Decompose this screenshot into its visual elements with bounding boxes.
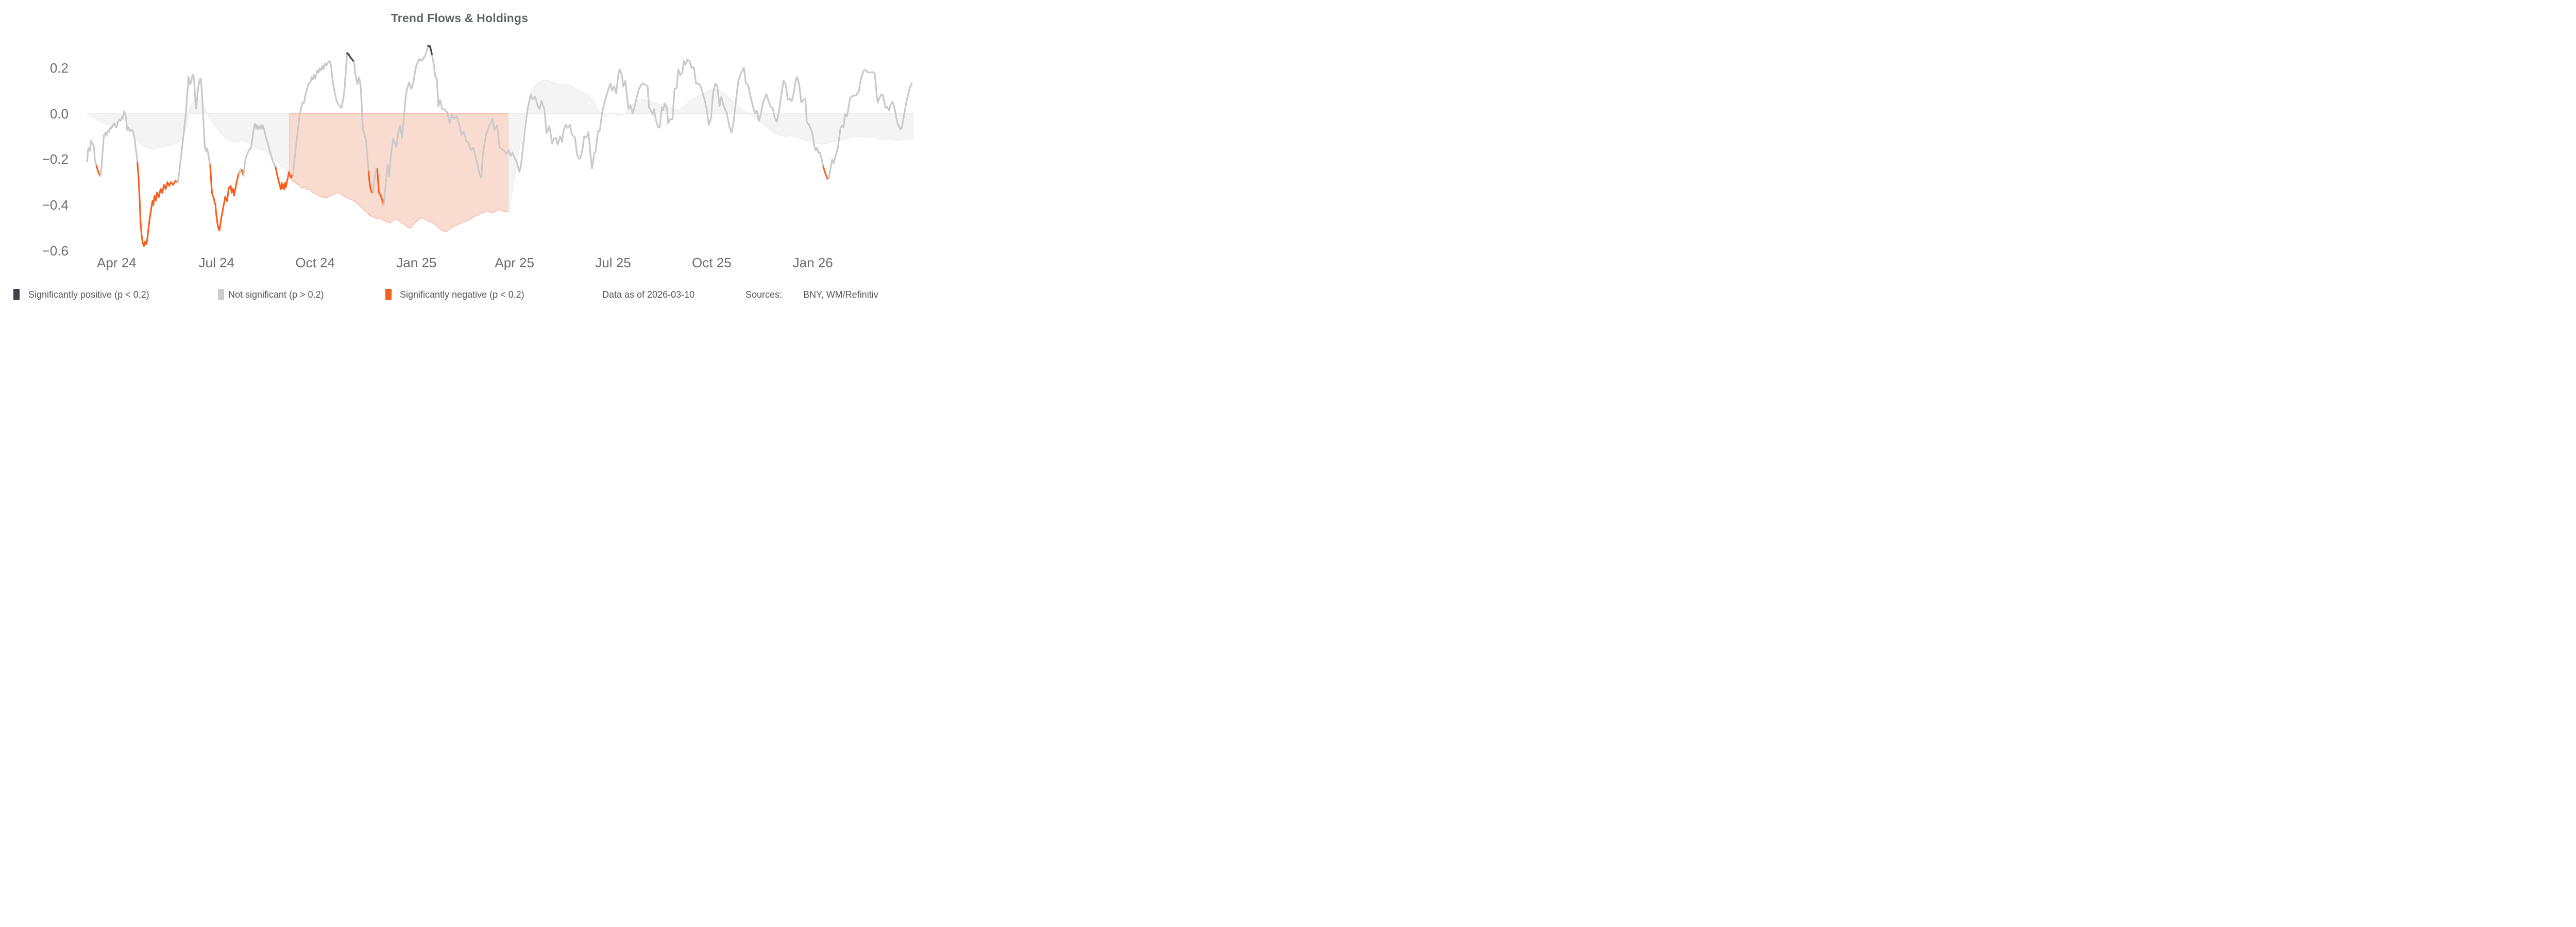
x-axis-label-apr-24: Apr 24 (97, 255, 137, 270)
y-axis-label-minus-0.6: −0.6 (42, 243, 69, 259)
series-line-significantly_negative (137, 162, 179, 247)
x-axis-label-oct-25: Oct 25 (692, 255, 732, 270)
series-line-significantly_negative (275, 166, 294, 190)
x-axis-label-apr-25: Apr 25 (495, 255, 534, 270)
series-line-not_significant (86, 140, 97, 167)
series-line-not_significant (828, 69, 913, 179)
series-line-significantly_positive (346, 52, 355, 63)
series-line-not_significant (353, 61, 369, 173)
chart-canvas (86, 45, 913, 247)
band-area-gray-2 (508, 79, 913, 211)
y-axis-label-0.2: 0.2 (49, 60, 69, 76)
x-axis-label-jan-26: Jan 26 (792, 255, 833, 270)
series-line-not_significant (243, 123, 277, 177)
y-axis-label-minus-0.2: −0.2 (42, 151, 69, 167)
y-axis-label-minus-0.4: −0.4 (42, 197, 69, 213)
series-line-not_significant (383, 45, 429, 206)
series-line-not_significant (177, 74, 211, 183)
band-area-pink-1 (289, 113, 509, 233)
x-axis-label-jul-24: Jul 24 (198, 255, 235, 270)
x-axis-label-jul-25: Jul 25 (595, 255, 631, 270)
x-axis-label-jan-25: Jan 25 (396, 255, 437, 270)
series-line-not_significant (431, 54, 824, 179)
series-line-not_significant (292, 52, 348, 176)
series-line-significantly_negative (822, 165, 830, 180)
series-line-significantly_positive (427, 45, 433, 56)
series-line-not_significant (99, 110, 139, 177)
band-area-gray-0 (86, 98, 290, 176)
series-line-significantly_negative (367, 170, 374, 194)
series-line-significantly_negative (209, 164, 240, 232)
y-axis-label-0.0: 0.0 (49, 106, 69, 122)
series-line-significantly_negative (376, 168, 385, 206)
series-line-not_significant (372, 168, 378, 192)
x-axis-label-oct-24: Oct 24 (295, 255, 335, 270)
chart-title: Trend Flows & Holdings (391, 11, 529, 25)
chart-frame: Trend Flows & Holdings 0.2 0.0 −0.2 −0.4 −0.… (0, 0, 927, 309)
